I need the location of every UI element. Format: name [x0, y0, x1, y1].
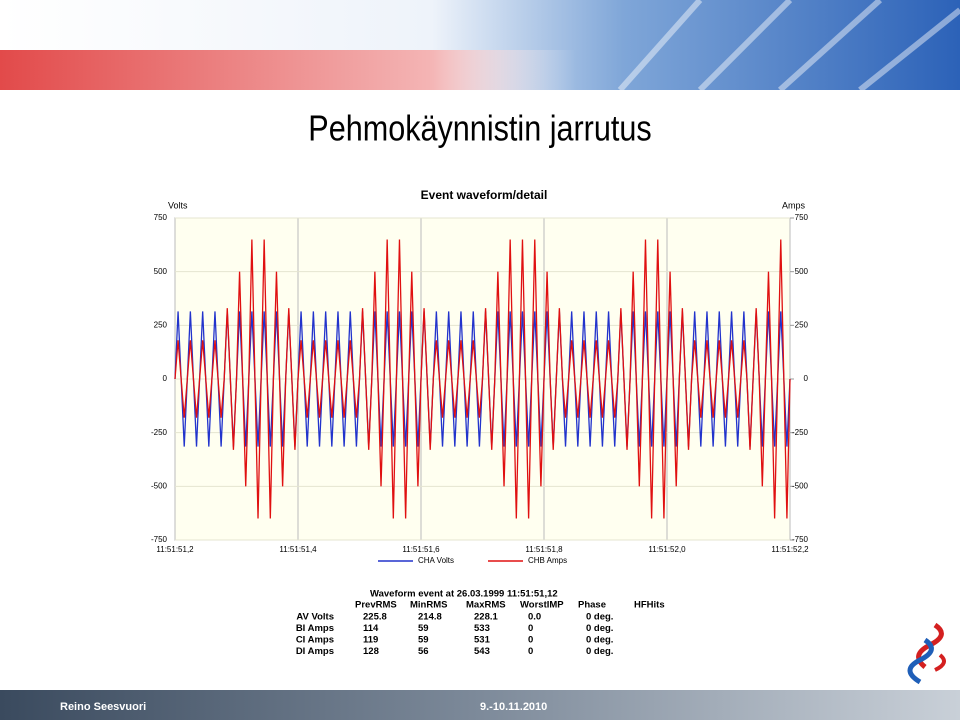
plot: 11:51:51,2 11:51:51,4 11:51:51,6 11:51:51,8… [151, 213, 809, 554]
column-header: PrevRMS [355, 600, 397, 611]
footer-date: 9.-10.11.2010 [480, 701, 547, 713]
table-cell: 56 [418, 646, 429, 657]
x-tick-label: 11:51:51,8 [525, 545, 563, 554]
y-tick-label: -250 [151, 428, 168, 437]
y-tick-label: -500 [151, 481, 168, 490]
y2-tick-label: 750 [795, 213, 809, 222]
logo [907, 622, 946, 685]
row-header: AV Volts [296, 612, 334, 623]
footer-bar [0, 690, 960, 720]
series-line [174, 239, 791, 519]
table-cell: 59 [418, 635, 429, 646]
table-cell: 0 deg. [586, 612, 613, 623]
column-header: HFHits [634, 600, 665, 611]
slide-title: Pehmokäynnistin jarrutus [308, 109, 651, 149]
y2-tick-label: 500 [795, 267, 809, 276]
x-tick-label: 11:51:51,2 [156, 545, 194, 554]
table-cell: 0 deg. [586, 646, 613, 657]
table-cell: 225.8 [363, 612, 387, 623]
table-cell: 59 [418, 623, 429, 634]
column-header: MinRMS [410, 600, 447, 611]
y2-axis-label: Amps [782, 200, 806, 210]
x-tick-label: 11:51:52,0 [648, 545, 686, 554]
table-cell: 0 [528, 635, 533, 646]
table-cell: 114 [363, 623, 379, 634]
table-cell: 533 [474, 623, 490, 634]
table-cell: 119 [363, 635, 378, 646]
table-title: Waveform event at 26.03.1999 11:51:51,12 [370, 589, 558, 600]
y-tick-label: 500 [154, 267, 168, 276]
row-header: BI Amps [296, 623, 334, 634]
legend-label: CHB Amps [528, 556, 567, 565]
table-cell: 0 [528, 646, 533, 657]
data-table: Waveform event at 26.03.1999 11:51:51,12… [296, 589, 665, 658]
column-header: WorstIMP [520, 600, 564, 611]
table-cell: 0.0 [528, 612, 541, 623]
table-cell: 531 [474, 635, 491, 646]
x-tick-label: 11:51:52,2 [771, 545, 809, 554]
y-tick-label: 0 [163, 374, 168, 383]
y-tick-label: 250 [154, 320, 168, 329]
y2-tick-label: 0 [804, 374, 809, 383]
y2-tick-label: 250 [795, 320, 809, 329]
table-cell: 0 deg. [586, 623, 613, 634]
footer-author: Reino Seesvuori [60, 701, 146, 713]
table-cell: 128 [363, 646, 379, 657]
table-cell: 228.1 [474, 612, 498, 623]
legend-label: CHA Volts [418, 556, 454, 565]
column-header: MaxRMS [466, 600, 506, 611]
x-tick-label: 11:51:51,6 [402, 545, 440, 554]
table-cell: 0 [528, 623, 533, 634]
y2-tick-label: -250 [792, 428, 809, 437]
legend: CHA Volts CHB Amps [378, 556, 567, 565]
chart-title: Event waveform/detail [421, 188, 548, 202]
banner-streaks [617, 0, 960, 93]
banner-stripe [0, 50, 960, 90]
y-axis-label: Volts [168, 200, 188, 210]
table-cell: 543 [474, 646, 490, 657]
y-tick-label: -750 [151, 535, 168, 544]
y-tick-label: 750 [154, 213, 168, 222]
y2-tick-label: -750 [792, 535, 809, 544]
column-header: Phase [578, 600, 606, 611]
row-header: CI Amps [296, 635, 334, 646]
x-tick-label: 11:51:51,4 [279, 545, 317, 554]
table-cell: 0 deg. [586, 635, 613, 646]
row-header: DI Amps [296, 646, 334, 657]
y2-tick-label: -500 [792, 481, 809, 490]
table-cell: 214.8 [418, 612, 442, 623]
